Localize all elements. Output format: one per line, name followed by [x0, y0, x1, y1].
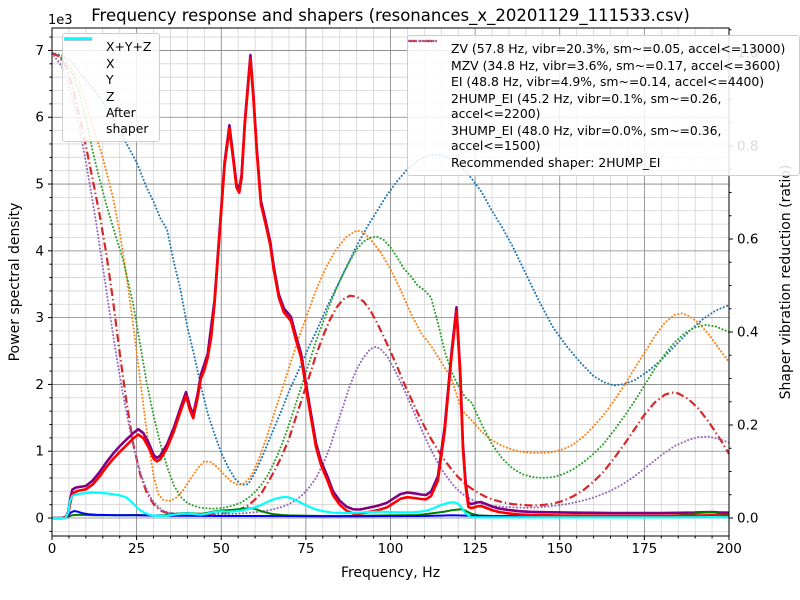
legend-label: 2HUMP_EI (45.2 Hz, vibr=0.1%, sm~=0.26, …: [451, 90, 722, 122]
x-tick-label: 150: [547, 541, 573, 557]
legend-item-z: Z: [64, 37, 151, 105]
legend-label: X+Y+Z: [106, 39, 152, 54]
legend-shapers: ZV (57.8 Hz, vibr=20.3%, sm~=0.05, accel…: [407, 35, 800, 176]
legend-item-y: Y: [64, 37, 151, 88]
x-tick-label: 0: [48, 541, 57, 557]
legend-label: Y: [106, 72, 114, 87]
x-tick-label: 100: [378, 541, 404, 557]
legend-item-3hump-ei: 3HUMP_EI (48.0 Hz, vibr=0.0%, sm~=0.36, …: [408, 39, 791, 154]
legend-item-mzv: MZV (34.8 Hz, vibr=3.6%, sm~=0.17, accel…: [408, 39, 791, 74]
legend-label: Recommended shaper: 2HUMP_EI: [451, 154, 661, 170]
tick-marks: [48, 29, 733, 540]
series-zv: [52, 52, 729, 486]
legend-series: X+Y+Z X Y Z After shaper: [62, 33, 161, 142]
y-axis-offset-text: 1e3: [48, 13, 73, 28]
y-right-tick-label: 0.2: [737, 418, 758, 434]
y-left-tick-label: 6: [35, 110, 44, 126]
series-after-shaper: [52, 491, 729, 520]
y-right-tick-label: 0.4: [737, 325, 758, 341]
y-left-tick-label: 5: [35, 177, 44, 193]
chart-title: Frequency response and shapers (resonanc…: [91, 6, 690, 25]
legend-item-recommended: Recommended shaper: 2HUMP_EI: [415, 155, 791, 171]
legend-item-x: X: [64, 37, 151, 72]
x-tick-label: 75: [297, 541, 314, 557]
legend-label: X: [106, 55, 115, 71]
legend-item-2hump-ei: 2HUMP_EI (45.2 Hz, vibr=0.1%, sm~=0.26, …: [409, 39, 791, 122]
legend-label: MZV (34.8 Hz, vibr=3.6%, sm~=0.17, accel…: [451, 57, 781, 73]
x-tick-label: 125: [462, 541, 488, 557]
x-tick-label: 175: [631, 541, 657, 557]
legend-item-zv: ZV (57.8 Hz, vibr=20.3%, sm~=0.05, accel…: [408, 39, 791, 57]
legend-item-after-shaper: After shaper: [64, 37, 151, 136]
y-right-tick-label: 0.0: [737, 511, 758, 527]
legend-label: After shaper: [106, 105, 149, 136]
series-x: [52, 57, 729, 520]
y-left-tick-label: 3: [35, 310, 44, 326]
y-axis-label-right: Shaper vibration reduction (ratio): [778, 164, 794, 400]
x-tick-label: 50: [213, 541, 230, 557]
y-left-tick-label: 0: [35, 511, 44, 527]
legend-label: ZV (57.8 Hz, vibr=20.3%, sm~=0.05, accel…: [451, 41, 786, 56]
y-right-tick-label: 0.6: [737, 232, 758, 248]
series-mzv: [52, 52, 729, 502]
series-group: [52, 52, 729, 520]
legend-label: Z: [106, 88, 115, 104]
y-left-tick-label: 7: [35, 43, 44, 59]
series-ei: [52, 52, 729, 510]
y-left-tick-label: 2: [35, 377, 44, 393]
series-2hump-ei: [52, 52, 729, 516]
legend-label: 3HUMP_EI (48.0 Hz, vibr=0.0%, sm~=0.36, …: [451, 122, 722, 154]
x-axis-label: Frequency, Hz: [340, 565, 441, 581]
y-left-tick-label: 1: [35, 444, 44, 460]
legend-item-ei: EI (48.8 Hz, vibr=4.9%, sm~=0.14, accel<…: [408, 39, 791, 90]
x-tick-label: 200: [716, 541, 742, 557]
y-left-tick-label: 4: [35, 243, 44, 259]
legend-label: EI (48.8 Hz, vibr=4.9%, sm~=0.14, accel<…: [451, 74, 765, 89]
y-axis-label-left: Power spectral density: [7, 202, 23, 362]
x-tick-label: 25: [128, 541, 145, 557]
